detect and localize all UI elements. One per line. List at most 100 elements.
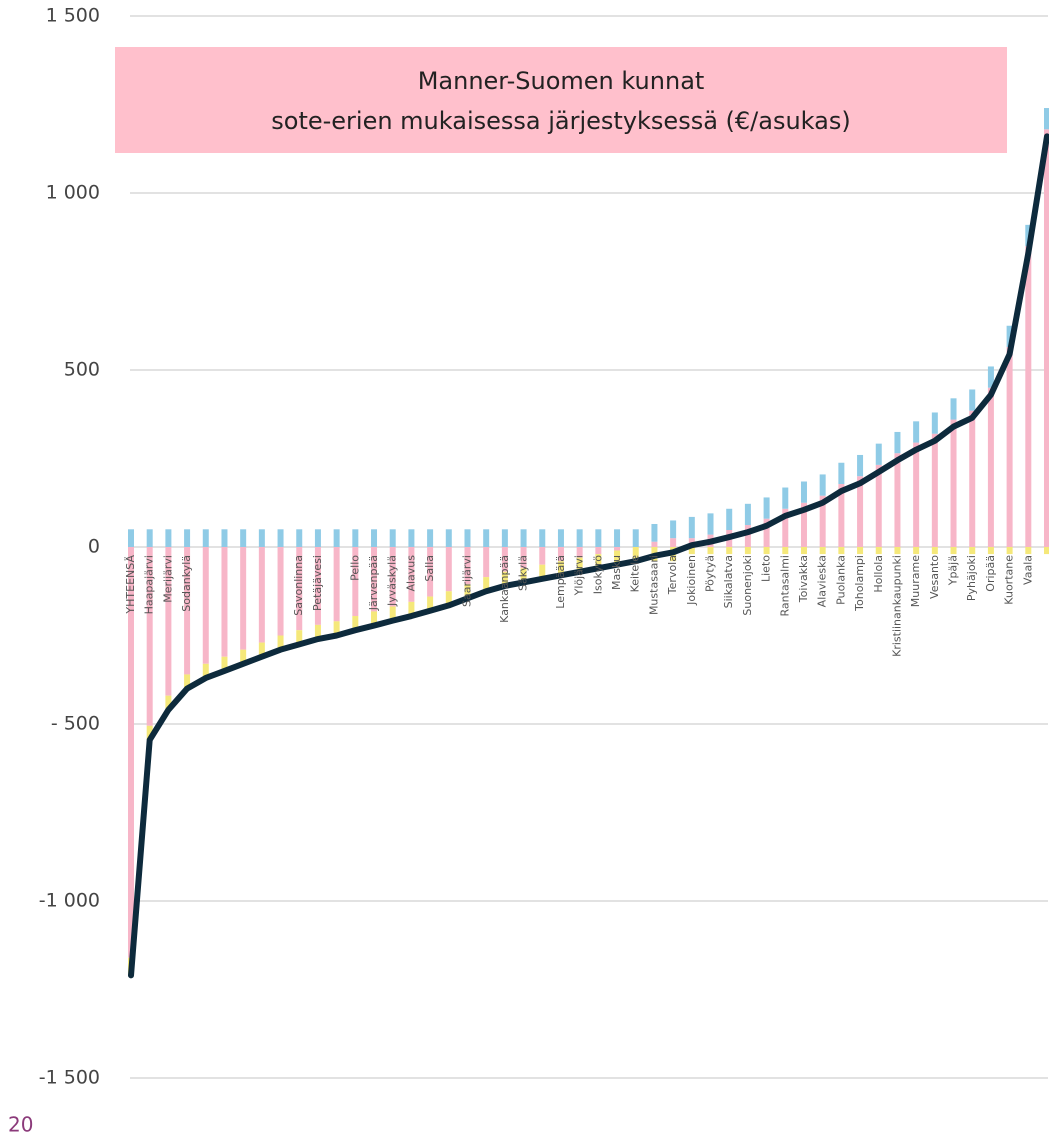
x-tick-label: Suonenjoki: [741, 555, 754, 616]
bar: [427, 596, 434, 611]
bar: [969, 410, 976, 547]
bar: [501, 529, 508, 547]
bar: [240, 529, 247, 547]
bar: [969, 547, 976, 555]
y-tick-label: 0: [88, 536, 100, 558]
bar: [520, 547, 527, 569]
bar: [445, 591, 452, 606]
bar: [1006, 547, 1013, 555]
y-tick-label: 500: [64, 359, 100, 381]
x-tick-label: Lempäälä: [554, 555, 567, 609]
bar: [913, 442, 920, 547]
bar: [913, 547, 920, 555]
bar: [352, 529, 359, 547]
x-tick-label: Jyväskylä: [386, 555, 399, 607]
bar: [950, 398, 957, 420]
bar: [389, 606, 396, 621]
x-tick-label: Puolanka: [834, 555, 847, 605]
bar: [595, 547, 602, 555]
bar: [1025, 246, 1032, 547]
x-tick-label: Petäjävesi: [311, 555, 324, 611]
bar: [576, 529, 583, 547]
bar: [819, 547, 826, 555]
bar: [614, 547, 621, 551]
bar: [931, 412, 938, 434]
bar: [202, 663, 209, 678]
bar: [576, 547, 583, 558]
bar: [240, 547, 247, 650]
bar: [333, 547, 340, 622]
bar: [165, 695, 172, 710]
bar: [314, 529, 321, 547]
bar: [1044, 108, 1049, 130]
bar: [427, 547, 434, 597]
x-tick-label: Muurame: [909, 555, 922, 607]
bar: [314, 624, 321, 640]
bar: [632, 529, 639, 547]
bar: [576, 557, 583, 572]
bar: [894, 453, 901, 547]
bar: [165, 529, 172, 547]
x-tick-label: Säkylä: [517, 555, 530, 591]
bar: [894, 431, 901, 454]
bar: [277, 547, 284, 636]
bar: [296, 529, 303, 547]
x-tick-label: Tervola: [666, 555, 679, 595]
bar: [763, 497, 770, 519]
bar: [483, 577, 490, 592]
bar: [539, 529, 546, 547]
bar: [819, 474, 826, 496]
bar: [726, 547, 733, 555]
bar: [352, 547, 359, 617]
bar: [221, 547, 228, 657]
x-tick-label: Jokioinen: [685, 555, 698, 606]
bar: [875, 464, 882, 547]
x-tick-label: Toivakka: [797, 555, 810, 603]
bar: [1044, 547, 1049, 555]
bar: [408, 601, 415, 617]
title-box: [115, 47, 1007, 153]
bar: [221, 529, 228, 547]
bar: [800, 502, 807, 547]
bar: [950, 547, 957, 555]
bar: [614, 529, 621, 547]
bar: [128, 547, 134, 958]
bar: [1006, 325, 1013, 347]
bar: [744, 547, 751, 555]
bar: [913, 421, 920, 443]
bar: [595, 554, 602, 569]
bar: [408, 529, 415, 547]
bar: [371, 611, 378, 626]
x-tick-label: Oripää: [984, 555, 997, 592]
bar: [221, 656, 228, 671]
bar: [800, 481, 807, 503]
bar: [483, 547, 490, 578]
bar: [931, 547, 938, 555]
line: [128, 133, 1049, 979]
x-tick-label: Alavieska: [816, 555, 829, 607]
x-tick-label: Siikalatva: [722, 555, 735, 608]
bar: [539, 547, 546, 565]
x-tick-label: Pello: [348, 555, 361, 581]
bar: [670, 520, 677, 539]
bar: [595, 529, 602, 547]
bar: [782, 547, 789, 555]
bar: [184, 674, 191, 689]
y-tick-label: -1 500: [39, 1067, 100, 1089]
bar: [857, 476, 864, 547]
x-tick-label: Pyhäjoki: [965, 555, 978, 601]
bar: [800, 547, 807, 555]
bar: [875, 547, 882, 555]
bar: [445, 529, 452, 547]
bar: [464, 529, 471, 547]
bar: [427, 529, 434, 547]
x-tick-label: Masku: [610, 555, 623, 590]
bar: [520, 568, 527, 583]
x-tick-label: Kristiinankaupunki: [890, 555, 903, 657]
bar: [651, 523, 658, 542]
bar: [838, 483, 845, 547]
bar: [969, 389, 976, 411]
bar: [1025, 547, 1032, 555]
bar: [987, 366, 994, 388]
